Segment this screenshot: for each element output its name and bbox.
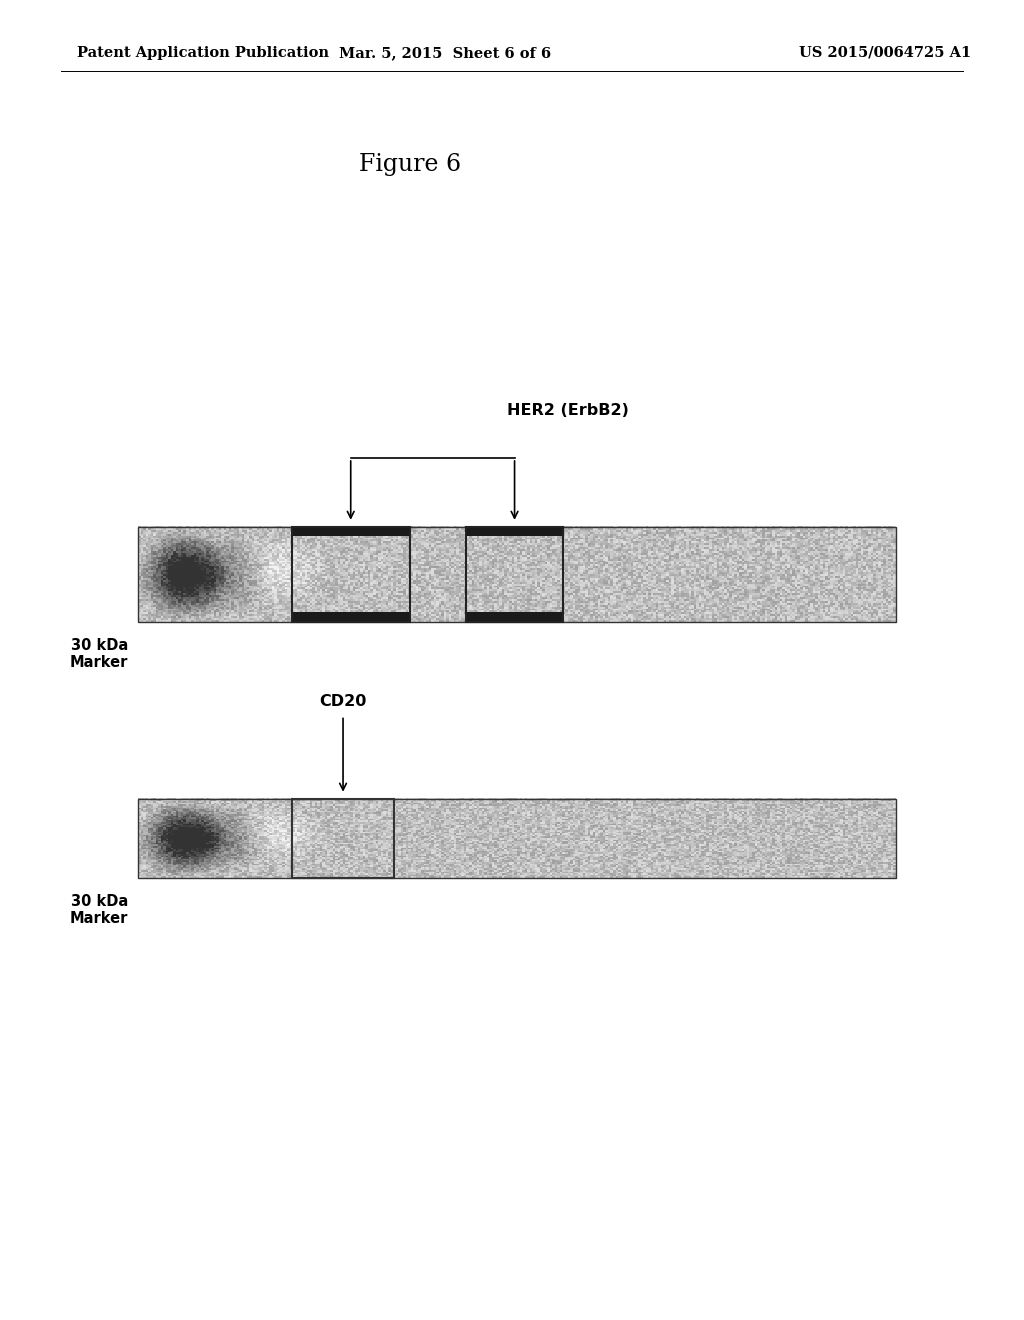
Text: 30 kDa
Marker: 30 kDa Marker <box>70 894 128 927</box>
Text: Patent Application Publication: Patent Application Publication <box>77 46 329 59</box>
Bar <box>138 527 896 622</box>
Text: US 2015/0064725 A1: US 2015/0064725 A1 <box>799 46 971 59</box>
Bar <box>292 612 410 622</box>
Text: Mar. 5, 2015  Sheet 6 of 6: Mar. 5, 2015 Sheet 6 of 6 <box>339 46 552 59</box>
Bar <box>138 799 896 878</box>
Text: HER2 (ErbB2): HER2 (ErbB2) <box>507 404 630 418</box>
Bar <box>292 527 410 536</box>
Text: CD20: CD20 <box>319 694 367 709</box>
Bar <box>292 527 410 622</box>
Bar <box>292 799 394 878</box>
Bar <box>466 612 563 622</box>
Text: 30 kDa
Marker: 30 kDa Marker <box>70 638 128 671</box>
Bar <box>466 527 563 622</box>
Text: Figure 6: Figure 6 <box>358 153 461 177</box>
Bar <box>466 527 563 536</box>
